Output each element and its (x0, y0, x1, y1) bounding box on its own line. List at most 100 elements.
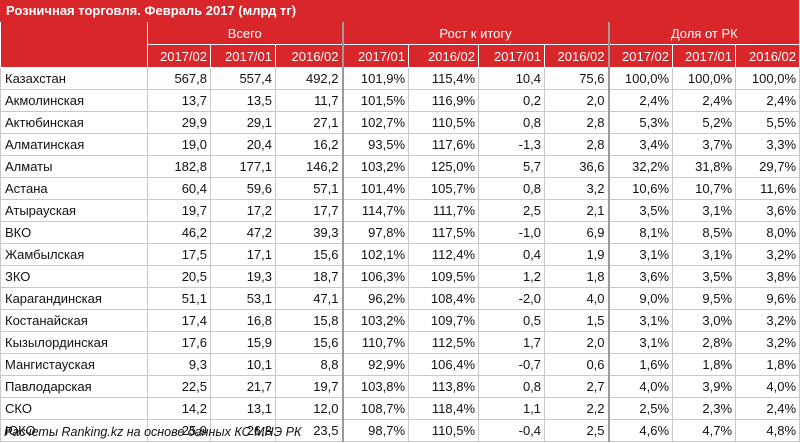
value-cell: 1,2 (478, 265, 546, 288)
value-cell: 18,7 (275, 265, 344, 288)
region-cell: ЗКО (0, 265, 148, 288)
value-cell: 2,0 (544, 331, 610, 354)
value-cell: 1,8 (544, 265, 610, 288)
value-cell: 60,4 (147, 177, 211, 200)
value-cell: 100,0% (672, 67, 737, 90)
value-cell: 9,3 (147, 353, 211, 376)
group-header-growth: Рост к итогу (342, 22, 610, 45)
value-cell: 29,9 (147, 111, 211, 134)
value-cell: 101,4% (342, 177, 410, 200)
value-cell: 16,8 (210, 309, 276, 332)
value-cell: 105,7% (408, 177, 480, 200)
value-cell: 17,6 (147, 331, 211, 354)
value-cell: 25,9 (147, 419, 211, 442)
value-cell: 4,8% (735, 419, 800, 442)
value-cell: 97,8% (342, 221, 410, 244)
value-cell: 2,4% (608, 89, 674, 112)
value-cell: 109,5% (408, 265, 480, 288)
value-cell: 3,2% (735, 331, 800, 354)
value-cell: 2,4% (735, 397, 800, 420)
value-cell: 3,1% (608, 331, 674, 354)
value-cell: 31,8% (672, 155, 737, 178)
region-cell: Казахстан (0, 67, 148, 90)
group-header-row: Всего Рост к итогу Доля от РК (0, 22, 800, 68)
value-cell: 108,7% (342, 397, 410, 420)
value-cell: 19,7 (147, 199, 211, 222)
value-cell: 36,6 (544, 155, 610, 178)
table-row: ЗКО 20,5 19,3 18,7 106,3% 109,5% 1,2 1,8 3,6% 3,5… (0, 265, 800, 288)
value-cell: 17,2 (210, 199, 276, 222)
value-cell: 0,8 (478, 111, 546, 134)
value-cell: 0,6 (544, 353, 610, 376)
value-cell: 4,0% (608, 375, 674, 398)
value-cell: 5,7 (478, 155, 546, 178)
value-cell: 15,8 (275, 309, 344, 332)
value-cell: 3,1% (608, 309, 674, 332)
value-cell: 22,5 (147, 375, 211, 398)
value-cell: 1,7 (478, 331, 546, 354)
value-cell: 101,9% (342, 67, 410, 90)
value-cell: 75,6 (544, 67, 610, 90)
sub-header: 2017/02 (147, 44, 211, 68)
value-cell: 8,0% (735, 221, 800, 244)
value-cell: 118,4% (408, 397, 480, 420)
value-cell: 5,5% (735, 111, 800, 134)
value-cell: -2,0 (478, 287, 546, 310)
value-cell: 100,0% (608, 67, 674, 90)
region-cell: Астана (0, 177, 148, 200)
sub-header: 2017/02 (608, 44, 674, 68)
value-cell: 146,2 (275, 155, 344, 178)
value-cell: 15,6 (275, 331, 344, 354)
value-cell: 2,8% (672, 331, 737, 354)
table-row: Павлодарская 22,5 21,7 19,7 103,8% 113,8% 0,8 2… (0, 375, 800, 398)
value-cell: 3,2% (735, 243, 800, 266)
table-row: Астана 60,4 59,6 57,1 101,4% 105,7% 0,8 3,2 10,6… (0, 177, 800, 200)
value-cell: 2,3% (672, 397, 737, 420)
value-cell: 112,4% (408, 243, 480, 266)
value-cell: 19,7 (275, 375, 344, 398)
value-cell: 100,0% (735, 67, 800, 90)
value-cell: -0,4 (478, 419, 546, 442)
region-cell: Атырауская (0, 199, 148, 222)
group-header-total: Всего (147, 22, 344, 45)
value-cell: 57,1 (275, 177, 344, 200)
value-cell: 17,7 (275, 199, 344, 222)
value-cell: 2,1 (544, 199, 610, 222)
sub-header: 2017/01 (342, 44, 410, 68)
region-cell: ВКО (0, 221, 148, 244)
value-cell: 2,4% (672, 89, 737, 112)
region-cell: Акмолинская (0, 89, 148, 112)
table-row: Актюбинская 29,9 29,1 27,1 102,7% 110,5% 0,8 2,… (0, 111, 800, 134)
value-cell: 96,2% (342, 287, 410, 310)
sub-header: 2016/02 (408, 44, 480, 68)
value-cell: 53,1 (210, 287, 276, 310)
value-cell: 8,8 (275, 353, 344, 376)
value-cell: 26,3 (210, 419, 276, 442)
value-cell: 4,7% (672, 419, 737, 442)
value-cell: 17,4 (147, 309, 211, 332)
value-cell: 10,6% (608, 177, 674, 200)
region-cell: Актюбинская (0, 111, 148, 134)
value-cell: 110,7% (342, 331, 410, 354)
value-cell: 19,0 (147, 133, 211, 156)
value-cell: -1,3 (478, 133, 546, 156)
value-cell: 3,4% (608, 133, 674, 156)
region-cell: ЮКО (0, 419, 148, 442)
value-cell: 46,2 (147, 221, 211, 244)
value-cell: 21,7 (210, 375, 276, 398)
value-cell: -0,7 (478, 353, 546, 376)
value-cell: 19,3 (210, 265, 276, 288)
retail-table: Всего Рост к итогу Доля от РК 2017/02 20… (0, 22, 800, 442)
value-cell: 2,8 (544, 133, 610, 156)
value-cell: 17,5 (147, 243, 211, 266)
value-cell: 9,0% (608, 287, 674, 310)
value-cell: 1,5 (544, 309, 610, 332)
value-cell: 3,3% (735, 133, 800, 156)
table-row: Алматинская 19,0 20,4 16,2 93,5% 117,6% -1,3 2,… (0, 133, 800, 156)
region-cell: Карагандинская (0, 287, 148, 310)
value-cell: 0,2 (478, 89, 546, 112)
value-cell: 0,8 (478, 375, 546, 398)
region-cell: Жамбылская (0, 243, 148, 266)
value-cell: 23,5 (275, 419, 344, 442)
value-cell: 2,7 (544, 375, 610, 398)
